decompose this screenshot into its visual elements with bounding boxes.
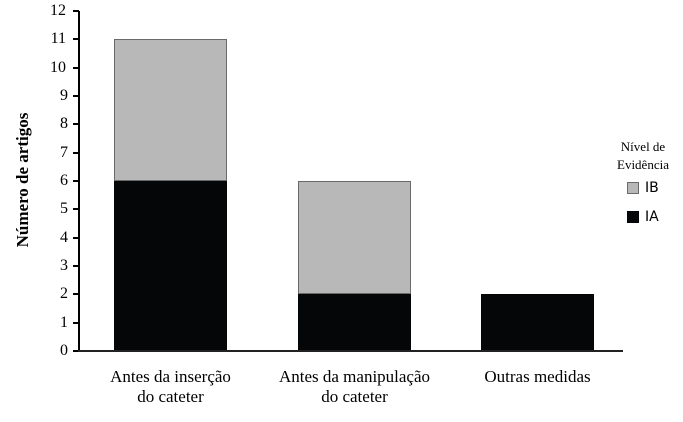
legend-title: Nível de Evidência [603,138,683,174]
x-tick-label: Outras medidas [484,367,591,386]
y-tick-label: 1 [60,313,68,331]
y-tick-label: 9 [60,87,68,104]
bar-segment-ia [298,294,411,351]
legend-title-line: Evidência [617,157,669,172]
y-tick-mark [73,236,79,239]
y-tick-mark [73,95,79,97]
legend-label-ib: IB [645,180,659,196]
legend-swatch-ia [627,211,639,223]
x-tick-label: Antes da inserção do cateter [110,367,231,406]
legend-label-ia: IA [645,209,659,225]
legend-swatch-ib [627,182,639,194]
x-tick-label: Antes da manipulação do cateter [278,367,431,406]
y-tick-mark [73,208,79,211]
y-tick-mark [73,151,79,154]
legend-item-ib: IB [627,180,659,196]
legend-item-ia: IA [627,209,659,225]
y-tick-mark [73,321,79,324]
y-axis-label: Número de artigos [13,112,32,248]
y-tick-label: 8 [60,115,68,133]
y-tick-label: 6 [60,172,68,189]
y-tick-label: 11 [50,30,66,48]
bar-segment-ia [481,294,594,351]
y-tick-mark [73,265,79,267]
y-tick-mark [73,10,79,12]
y-tick-label: 7 [60,143,68,161]
y-axis-line [78,11,80,352]
bar-segment-ib [298,181,411,295]
y-tick-label: 2 [60,285,68,303]
y-tick-mark [73,293,79,296]
y-tick-mark [73,350,79,352]
y-tick-mark [73,38,79,41]
y-tick-label: 12 [50,2,66,19]
y-tick-label: 3 [60,257,68,274]
y-tick-label: 4 [60,228,68,246]
bar-segment-ia [114,181,227,351]
y-tick-mark [73,123,79,126]
y-tick-label: 10 [50,58,66,76]
bar-segment-ib [114,39,227,181]
x-axis-line [78,350,623,352]
y-tick-label: 0 [60,342,68,359]
y-tick-mark [73,66,79,69]
y-tick-mark [73,180,79,182]
legend-title-line: Nível de [620,139,666,154]
y-tick-label: 5 [60,200,68,218]
